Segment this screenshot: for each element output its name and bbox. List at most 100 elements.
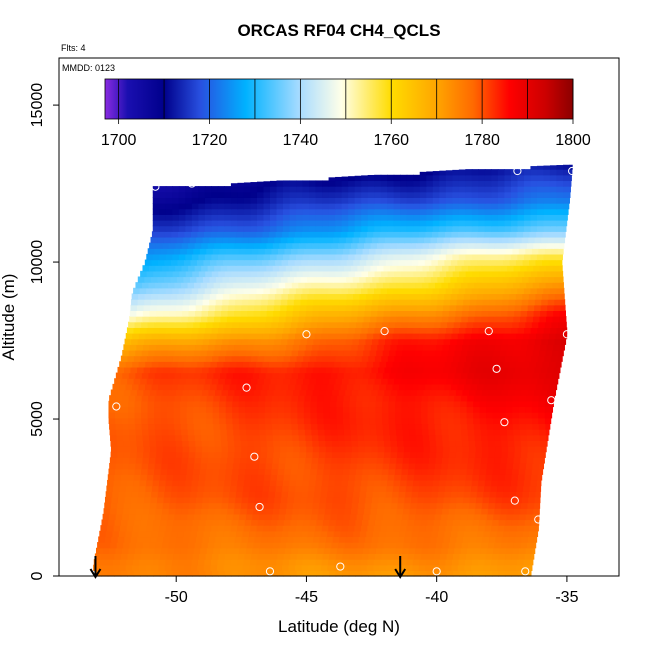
heatmap-cell [384, 389, 392, 396]
heatmap-cell [151, 293, 159, 300]
heatmap-cell [427, 321, 435, 328]
heatmap-cell [187, 429, 195, 436]
heatmap-cell [148, 372, 156, 379]
heatmap-cell [393, 327, 401, 334]
heatmap-cell [217, 191, 225, 198]
heatmap-cell [525, 248, 533, 255]
heatmap-cell [363, 434, 372, 441]
heatmap-cell [323, 417, 331, 425]
heatmap-cell [383, 440, 392, 447]
heatmap-cell [466, 468, 474, 475]
heatmap-cell [424, 293, 432, 300]
heatmap-cell [152, 197, 160, 204]
heatmap-cell [458, 479, 466, 487]
heatmap-cell [244, 378, 252, 385]
heatmap-cell [529, 530, 537, 538]
heatmap-cell [444, 491, 452, 498]
heatmap-cell [356, 513, 364, 521]
heatmap-cell [110, 502, 118, 509]
heatmap-cell [335, 327, 343, 334]
heatmap-cell [277, 417, 286, 425]
heatmap-cell [448, 316, 456, 323]
heatmap-cell [365, 299, 373, 306]
heatmap-cell [517, 203, 525, 210]
heatmap-cell [402, 462, 410, 470]
heatmap-cell [275, 530, 283, 538]
heatmap-cell [134, 412, 142, 419]
heatmap-cell [149, 344, 157, 351]
heatmap-cell [138, 383, 146, 391]
heatmap-cell [455, 542, 463, 549]
heatmap-cell [505, 248, 513, 255]
heatmap-cell [376, 513, 384, 521]
heatmap-cell [203, 333, 211, 340]
heatmap-cell [450, 530, 459, 538]
heatmap-cell [322, 570, 330, 577]
heatmap-cell [363, 265, 371, 272]
heatmap-cell [376, 372, 384, 379]
heatmap-cell [504, 253, 512, 261]
heatmap-cell [408, 513, 416, 521]
heatmap-cell [258, 248, 266, 255]
heatmap-cell [521, 338, 529, 345]
heatmap-cell [140, 553, 148, 560]
heatmap-cell [281, 259, 289, 266]
heatmap-cell [445, 479, 453, 487]
heatmap-cell [494, 542, 502, 549]
heatmap-cell [428, 423, 436, 430]
heatmap-cell [351, 344, 359, 351]
heatmap-cell [493, 282, 501, 289]
heatmap-cell [309, 355, 317, 362]
heatmap-cell [254, 446, 262, 453]
heatmap-cell [463, 491, 471, 498]
heatmap-cell [405, 530, 413, 538]
heatmap-cell [465, 253, 473, 261]
heatmap-cell [358, 496, 367, 504]
heatmap-cell [176, 496, 184, 504]
heatmap-cell [471, 219, 479, 227]
heatmap-cell [363, 395, 371, 402]
heatmap-cell [127, 570, 135, 577]
heatmap-cell [372, 259, 380, 266]
heatmap-cell [357, 316, 365, 323]
heatmap-cell [338, 310, 346, 317]
heatmap-cell [511, 355, 519, 362]
heatmap-cell [137, 299, 145, 306]
heatmap-cell [171, 564, 179, 571]
heatmap-cell [359, 530, 367, 538]
heatmap-cell [525, 321, 533, 328]
heatmap-cell [424, 496, 432, 504]
heatmap-cell [219, 248, 227, 255]
heatmap-cell [299, 310, 307, 317]
heatmap-cell [441, 395, 449, 402]
heatmap-cell [194, 508, 202, 515]
heatmap-cell [277, 400, 285, 408]
heatmap-cell [483, 259, 491, 266]
heatmap-cell [494, 344, 502, 351]
heatmap-cell [308, 559, 316, 566]
heatmap-cell [233, 457, 241, 464]
heatmap-cell [244, 553, 252, 560]
heatmap-cell [283, 219, 291, 227]
heatmap-cell [261, 491, 270, 498]
heatmap-cell [510, 197, 519, 204]
heatmap-cell [232, 412, 240, 419]
heatmap-cell [377, 542, 385, 549]
heatmap-cell [302, 191, 310, 198]
heatmap-cell [116, 508, 124, 515]
heatmap-cell [101, 553, 109, 560]
heatmap-cell [463, 530, 472, 538]
heatmap-cell [148, 316, 156, 323]
heatmap-cell [430, 366, 438, 374]
heatmap-cell [322, 214, 330, 221]
heatmap-cell [385, 293, 393, 300]
heatmap-cell [243, 203, 252, 210]
heatmap-cell [225, 417, 233, 425]
heatmap-cell [192, 570, 200, 577]
heatmap-cell [487, 316, 495, 323]
heatmap-cell [306, 338, 315, 345]
heatmap-cell [250, 287, 258, 295]
heatmap-cell [462, 344, 470, 351]
heatmap-cell [298, 457, 306, 464]
heatmap-cell [314, 530, 322, 538]
